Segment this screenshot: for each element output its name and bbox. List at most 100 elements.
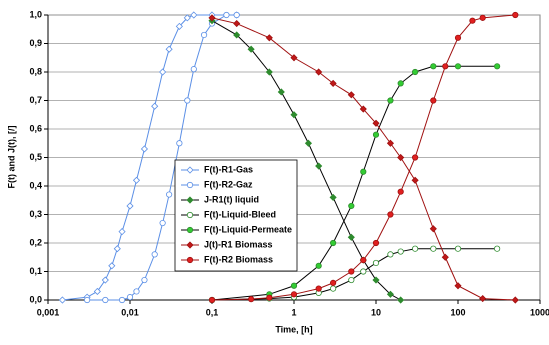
marker	[511, 296, 519, 304]
marker	[454, 63, 462, 70]
marker	[429, 225, 437, 233]
marker	[454, 245, 462, 252]
marker	[159, 68, 167, 76]
x-tick-label: 1000	[530, 307, 549, 317]
marker	[265, 34, 273, 42]
marker	[266, 294, 273, 301]
marker	[372, 239, 380, 247]
y-tick-label: 0,9	[29, 38, 42, 48]
marker	[176, 140, 183, 147]
x-axis-label: Time, [h]	[275, 324, 312, 334]
marker	[315, 262, 322, 269]
marker	[372, 259, 380, 267]
marker	[479, 295, 487, 303]
marker	[348, 276, 355, 284]
marker	[223, 11, 230, 19]
marker	[397, 248, 404, 255]
marker	[118, 296, 126, 304]
marker	[233, 31, 241, 39]
marker	[469, 17, 476, 24]
legend-label: F(t)-Liquid-Bleed	[204, 209, 276, 219]
marker	[360, 256, 367, 264]
marker	[186, 211, 194, 219]
marker	[186, 181, 194, 189]
marker	[372, 119, 380, 127]
marker	[512, 11, 519, 19]
x-tick-label: 0,01	[121, 307, 139, 317]
marker	[186, 226, 194, 234]
x-tick-label: 100	[450, 307, 465, 317]
marker	[372, 131, 380, 138]
marker	[141, 276, 148, 284]
marker	[386, 290, 395, 298]
marker	[233, 19, 241, 28]
marker	[330, 285, 337, 292]
marker	[397, 153, 405, 162]
marker	[347, 91, 355, 99]
marker	[430, 245, 437, 252]
marker	[386, 139, 395, 147]
marker	[151, 102, 159, 110]
marker	[175, 22, 183, 30]
marker	[348, 202, 355, 210]
marker	[133, 288, 140, 295]
legend-label: J(t)-R1 Biomass	[204, 239, 273, 249]
marker	[494, 245, 501, 252]
marker	[165, 45, 173, 53]
marker	[102, 296, 109, 304]
marker	[247, 45, 255, 53]
marker	[430, 97, 437, 104]
marker	[412, 68, 419, 76]
y-tick-label: 0,7	[29, 95, 42, 105]
marker	[159, 219, 166, 227]
marker	[397, 80, 404, 87]
marker	[387, 251, 394, 258]
marker	[248, 296, 255, 303]
y-tick-label: 0,4	[29, 180, 42, 190]
marker	[166, 191, 173, 198]
marker	[430, 63, 437, 70]
marker	[108, 262, 116, 270]
marker	[186, 241, 194, 249]
marker	[290, 54, 298, 62]
marker	[101, 276, 109, 284]
marker	[190, 11, 198, 19]
series-line	[211, 20, 401, 301]
marker	[208, 14, 216, 22]
marker	[454, 34, 462, 41]
marker	[348, 268, 355, 275]
marker	[315, 285, 322, 292]
marker	[412, 245, 419, 252]
marker	[290, 291, 298, 298]
marker	[494, 63, 501, 70]
marker	[186, 256, 194, 264]
legend-label: F(t)-Liquid-Permeate	[204, 224, 292, 234]
marker	[329, 79, 337, 87]
marker	[140, 145, 149, 153]
x-tick-label: 0,001	[37, 307, 60, 317]
marker	[93, 287, 101, 296]
marker	[360, 168, 367, 175]
series-line	[87, 14, 237, 301]
marker	[290, 282, 298, 289]
marker	[397, 296, 405, 304]
x-tick-label: 1	[291, 307, 296, 317]
marker	[412, 154, 419, 161]
marker	[315, 68, 323, 76]
marker	[208, 296, 216, 304]
marker	[126, 294, 134, 301]
marker	[315, 162, 323, 170]
y-tick-label: 0,3	[29, 209, 42, 219]
marker	[190, 66, 197, 73]
marker	[441, 253, 449, 261]
marker	[479, 14, 486, 21]
marker	[347, 233, 355, 241]
y-axis-label: F(t) and J(t), [/]	[6, 126, 16, 189]
marker	[372, 276, 380, 284]
marker	[184, 97, 191, 104]
marker	[233, 11, 240, 19]
legend-label: J-R1(t) liquid	[204, 194, 259, 204]
marker	[126, 202, 134, 210]
marker	[330, 279, 337, 286]
